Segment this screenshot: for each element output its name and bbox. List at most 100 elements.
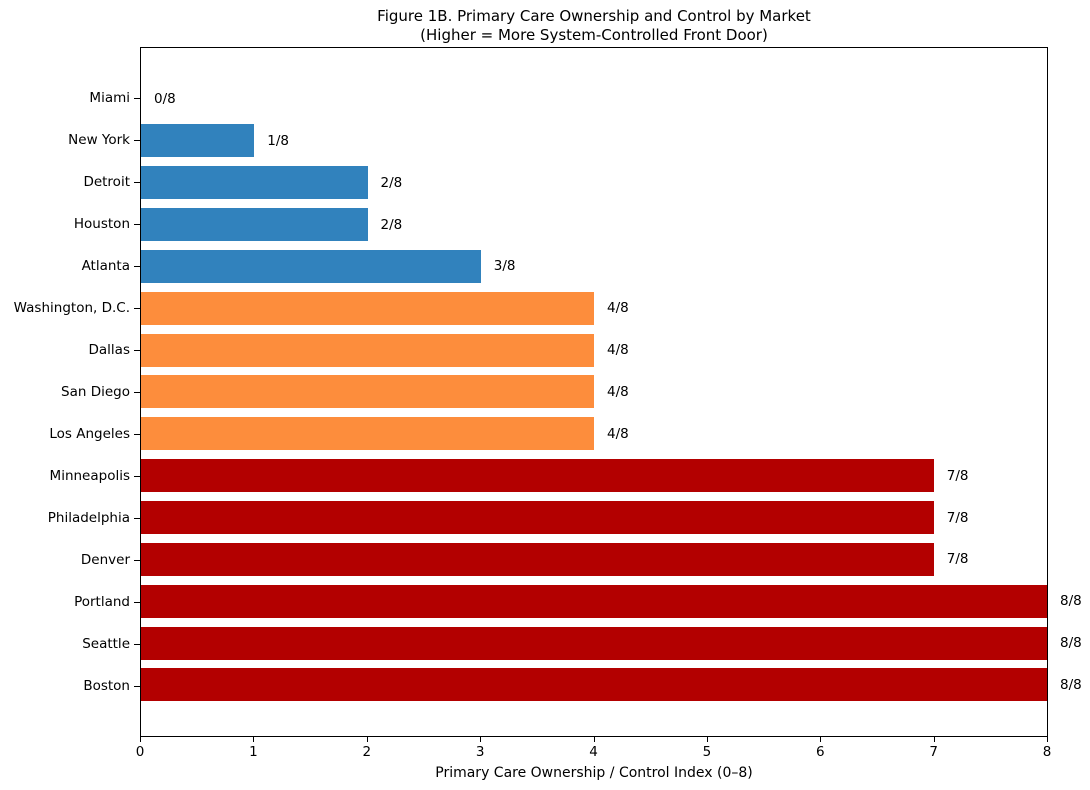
bar-row: 8/8 [141,622,1082,664]
y-tick-mark [134,392,140,393]
x-tick-mark [706,737,708,742]
x-tick-label: 7 [929,744,938,760]
y-tick-label: Detroit [83,174,130,190]
chart-title-line-2: (Higher = More System-Controlled Front D… [420,26,768,44]
y-tick-mark [134,350,140,351]
bar [141,291,594,325]
x-tick-label: 5 [702,744,712,760]
bar [141,501,934,535]
bar [141,333,594,367]
y-tick-mark [134,644,140,645]
x-tick-label: 2 [362,744,372,760]
y-tick-label: New York [68,132,130,148]
y-tick-mark [134,266,140,267]
bar-row: 3/8 [141,245,1047,287]
y-axis-labels: Miami New York Detroit Houston Atlanta Washin… [0,47,130,737]
bar-row: 2/8 [141,204,1047,246]
chart-title: Figure 1B. Primary Care Ownership and Co… [140,7,1048,45]
bar-value-label: 4/8 [607,425,629,442]
bar-value-label: 8/8 [1060,676,1082,693]
bar-row: 4/8 [141,329,1047,371]
y-tick-label: Philadelphia [47,510,130,526]
bar-row: 8/8 [141,664,1082,706]
y-tick-label: Denver [80,552,130,568]
y-tick-label: Seattle [82,636,130,652]
x-tick-mark [1047,737,1048,742]
bar-row: 4/8 [141,371,1047,413]
bar-value-label: 3/8 [493,258,516,275]
bar [141,375,594,409]
x-tick-mark [933,737,935,742]
bar [141,459,934,493]
y-tick-mark [134,476,140,477]
x-tick-mark [820,737,822,742]
y-tick-mark [134,686,140,687]
x-tick-mark [480,737,482,742]
bar-value-label: 8/8 [1060,593,1082,610]
x-axis-label: Primary Care Ownership / Control Index (… [435,765,753,781]
x-tick-mark [253,737,255,742]
bar [141,626,1047,660]
bar-row: 0/8 [141,78,1047,120]
bar [141,166,368,200]
y-tick-label: Houston [73,216,130,232]
x-tick-mark [593,737,595,742]
x-tick-mark [140,737,141,742]
y-tick-mark [134,518,140,519]
bar-row: 8/8 [141,580,1082,622]
bars-container: 0/8 1/8 2/8 2/8 3/8 4/8 4/8 4/8 4/8 7/8 7/8 7/8 8/8 8… [141,48,1082,736]
bar [141,584,1047,618]
y-tick-mark [134,140,140,141]
x-tick-label: 4 [589,744,598,760]
bar [141,124,255,158]
bar-row: 7/8 [141,497,1047,539]
y-tick-label: Atlanta [81,258,130,274]
x-tick-mark [366,737,368,742]
bar [141,542,934,576]
y-tick-mark [134,560,140,561]
bar [141,208,368,241]
bar-value-label: 7/8 [946,551,969,568]
bar-value-label: 7/8 [946,467,969,484]
y-tick-label: Washington, D.C. [13,300,130,316]
y-tick-label: Portland [74,594,130,610]
bar-row: 2/8 [141,162,1047,204]
bar-row: 7/8 [141,455,1047,497]
x-tick-label: 3 [475,744,485,760]
bar-row: 4/8 [141,287,1047,329]
bar [141,249,481,283]
bar-row: 1/8 [141,120,1047,162]
y-tick-label: Dallas [88,342,130,358]
bar-row: 4/8 [141,413,1047,455]
bar [141,668,1047,702]
y-tick-mark [134,182,140,183]
y-tick-label: Minneapolis [49,468,130,484]
bar-value-label: 8/8 [1060,635,1082,652]
bar-value-label: 4/8 [607,300,629,317]
y-tick-mark [134,308,140,309]
y-tick-mark [134,224,140,225]
y-tick-mark [134,434,140,435]
y-tick-label: Miami [89,90,130,106]
y-tick-label: Los Angeles [49,426,130,442]
x-tick-label: 6 [815,744,825,760]
chart-title-line-1: Figure 1B. Primary Care Ownership and Co… [377,7,811,25]
x-tick-label: 1 [249,744,258,760]
bar-value-label: 4/8 [607,342,629,359]
y-tick-label: Boston [83,678,130,694]
bar-value-label: 2/8 [380,174,403,191]
bar-value-label: 7/8 [946,509,969,526]
bar-value-label: 2/8 [380,216,403,233]
y-tick-label: San Diego [61,384,130,400]
x-tick-label: 8 [1042,744,1052,760]
bar-value-label: 0/8 [154,90,176,107]
y-tick-mark [134,98,140,99]
x-tick-label: 0 [135,744,145,760]
bar [141,417,594,451]
bar-value-label: 1/8 [267,132,289,149]
y-tick-mark [134,602,140,603]
plot-area: 0/8 1/8 2/8 2/8 3/8 4/8 4/8 4/8 4/8 7/8 7/8 7/8 8/8 8… [140,47,1082,737]
bar-row: 7/8 [141,538,1047,580]
bar-value-label: 4/8 [607,383,629,400]
